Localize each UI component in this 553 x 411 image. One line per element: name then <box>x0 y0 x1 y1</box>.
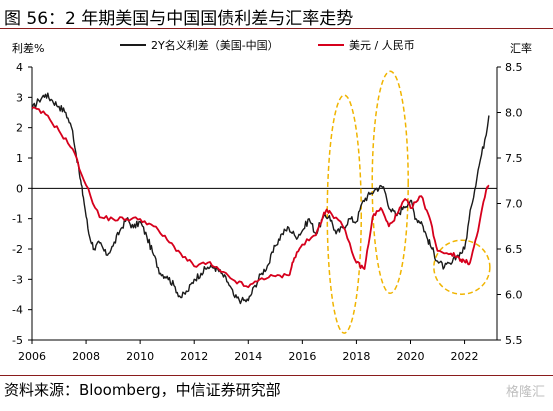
left-tick-label: 2 <box>16 122 23 135</box>
right-tick-label: 8.0 <box>505 107 523 120</box>
legend-label: 美元 / 人民币 <box>349 39 415 52</box>
right-tick-label: 7.5 <box>505 152 523 165</box>
chart-title: 图 56：2 年期美国与中国国债利差与汇率走势 <box>4 9 354 29</box>
title-divider <box>0 28 553 29</box>
right-tick-label: 6.5 <box>505 243 523 256</box>
right-axis-title: 汇率 <box>510 41 532 55</box>
right-tick-label: 5.5 <box>505 334 523 347</box>
x-tick-label: 2010 <box>126 350 154 363</box>
legend-label: 2Y名义利差（美国-中国） <box>151 38 279 52</box>
x-tick-label: 2012 <box>180 350 208 363</box>
x-tick-label: 2008 <box>72 350 100 363</box>
left-tick-label: 1 <box>16 152 23 165</box>
annotation-ellipse <box>326 94 363 334</box>
left-tick-label: -4 <box>12 304 23 317</box>
watermark-logo: 格隆汇 <box>505 385 545 400</box>
left-tick-label: 3 <box>16 91 23 104</box>
left-tick-label: 0 <box>16 182 23 195</box>
source-note: 资料来源：Bloomberg，中信证券研究部 <box>4 381 281 399</box>
right-tick-label: 6.0 <box>505 289 523 302</box>
x-tick-label: 2020 <box>396 350 424 363</box>
right-tick-label: 7.0 <box>505 198 523 211</box>
series-line-fx <box>31 106 490 289</box>
x-tick-label: 2014 <box>234 350 262 363</box>
left-tick-label: -5 <box>12 334 23 347</box>
source-divider <box>0 375 553 376</box>
x-tick-label: 2018 <box>342 350 370 363</box>
x-tick-label: 2006 <box>18 350 46 363</box>
left-axis-title: 利差% <box>12 41 44 55</box>
x-tick-label: 2016 <box>288 350 316 363</box>
chart-area: -5 -4 -3 -2 -1 0 1 2 3 4 5.5 6.0 6.5 7.0 7.5 8.0 8.5 2006… <box>12 38 532 363</box>
left-tick-label: 4 <box>16 61 23 74</box>
annotation-ellipse <box>371 70 409 295</box>
series-line-spread <box>31 92 490 305</box>
left-tick-label: -1 <box>12 213 23 226</box>
right-tick-label: 8.5 <box>505 61 523 74</box>
annotation-ellipse <box>433 239 491 295</box>
left-tick-label: -3 <box>12 273 23 286</box>
left-tick-label: -2 <box>12 243 23 256</box>
x-tick-label: 2022 <box>451 350 479 363</box>
